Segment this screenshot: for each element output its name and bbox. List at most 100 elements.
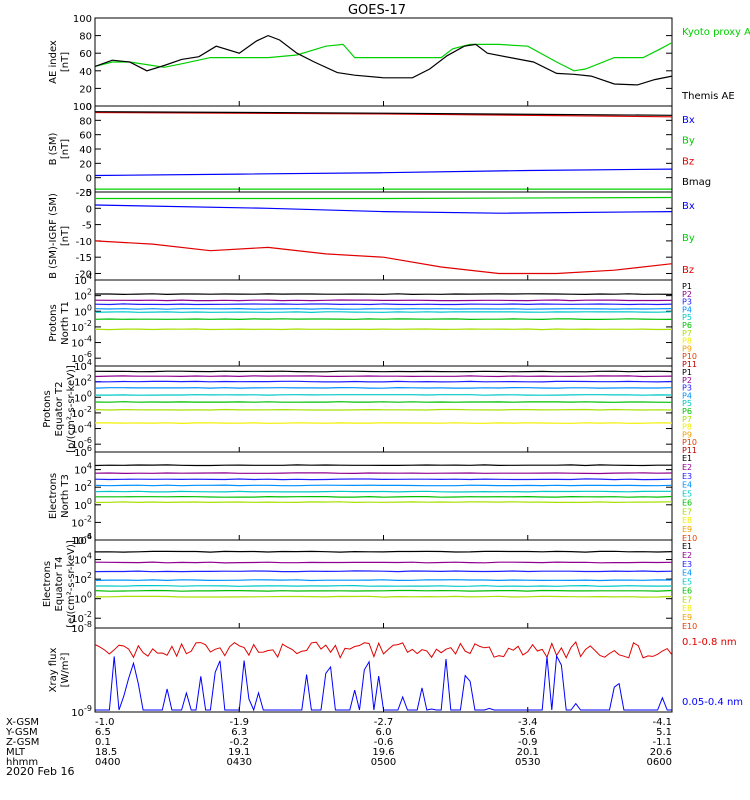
y-tick-label: 20 bbox=[79, 84, 92, 95]
flux-channel-line bbox=[94, 328, 673, 331]
y-tick-label: 60 bbox=[79, 49, 92, 60]
y-tick-label: 10-2 bbox=[71, 514, 92, 529]
y-tick-label: 100 bbox=[74, 497, 92, 512]
x-tick-label: -3.4 bbox=[518, 717, 538, 728]
y-tick-label: -10 bbox=[76, 237, 92, 248]
flux-channel-line bbox=[95, 495, 673, 498]
x-tick-label: 20.1 bbox=[517, 747, 539, 758]
flux-channel-line bbox=[94, 478, 673, 481]
legend-entry: P1 bbox=[682, 282, 692, 291]
y-axis-label: Xray flux[W/m²] bbox=[48, 648, 71, 693]
y-tick-label: 102 bbox=[74, 479, 92, 494]
legend-entry: E2 bbox=[682, 463, 692, 472]
y-axis-label: B (SM)[nT] bbox=[48, 132, 71, 165]
legend-entry: E9 bbox=[682, 525, 692, 534]
legend-entry: E1 bbox=[682, 454, 692, 463]
legend-entry: E3 bbox=[682, 560, 692, 569]
y-tick-label: 100 bbox=[74, 303, 92, 318]
y-tick-label: 104 bbox=[74, 462, 92, 477]
flux-channel-line bbox=[94, 501, 673, 504]
legend-entry: E4 bbox=[682, 569, 692, 578]
flux-channel-line bbox=[95, 293, 673, 296]
x-tick-label: 6.5 bbox=[95, 727, 111, 738]
legend-entry: P3 bbox=[682, 384, 692, 393]
x-tick-label: -4.1 bbox=[652, 717, 672, 728]
panel-3: B (SM)-IGRF (SM)[nT] 5 0 -5 -10 -15 -20 Bx By Bz bbox=[48, 188, 695, 281]
y-axis-label: ProtonsEquator T2[p/(cm²-s-sr-keV)] bbox=[42, 365, 77, 453]
legend-entry: Bx bbox=[682, 201, 695, 212]
x-tick-label: -1.0 bbox=[95, 717, 115, 728]
legend-entry: By bbox=[682, 136, 695, 147]
x-tick-label: 6.3 bbox=[231, 727, 247, 738]
x-tick-label: 0430 bbox=[227, 757, 252, 768]
legend-entry: Themis AE bbox=[681, 91, 735, 102]
flux-channel-line bbox=[94, 375, 673, 378]
y-tick-label: 40 bbox=[79, 67, 92, 78]
x-row-label: Z-GSM bbox=[6, 737, 39, 748]
legend-entry: P9 bbox=[682, 430, 692, 439]
legend-entry: P5 bbox=[682, 313, 692, 322]
panel-8: Xray flux[W/m²]10-810-90.1-0.8 nm0.05-0.… bbox=[48, 620, 743, 719]
series-line bbox=[94, 111, 673, 116]
flux-channel-line bbox=[94, 299, 673, 302]
y-axis-label: ElectronsNorth T3 bbox=[48, 473, 71, 519]
y-tick-label: -20 bbox=[76, 269, 92, 280]
panel-5: ProtonsEquator T2[p/(cm²-s-sr-keV)]10410… bbox=[42, 358, 697, 455]
legend-entry: E8 bbox=[682, 516, 692, 525]
y-tick-label: 100 bbox=[73, 14, 92, 25]
panel-6: ElectronsNorth T310610410210010-210-4E1E… bbox=[48, 444, 697, 547]
legend-entry: P9 bbox=[682, 344, 692, 353]
series-line bbox=[94, 204, 673, 214]
panel-frame bbox=[94, 105, 673, 193]
legend-entry: E2 bbox=[682, 551, 692, 560]
legend-entry: P4 bbox=[682, 305, 692, 314]
x-row-label: X-GSM bbox=[6, 717, 39, 728]
x-tick-label: 19.6 bbox=[372, 747, 394, 758]
legend-entry: 0.1-0.8 nm bbox=[682, 637, 737, 648]
flux-channel-line bbox=[94, 579, 673, 582]
x-tick-label: 5.6 bbox=[520, 727, 536, 738]
x-tick-label: -0.6 bbox=[374, 737, 394, 748]
legend-entry: E10 bbox=[682, 622, 697, 631]
series-line bbox=[94, 42, 673, 72]
legend-entry: E7 bbox=[682, 595, 692, 604]
legend-entry: 0.05-0.4 nm bbox=[682, 697, 743, 708]
legend-entry: Bz bbox=[682, 156, 694, 167]
x-tick-label: -2.7 bbox=[374, 717, 394, 728]
flux-channel-line bbox=[94, 595, 673, 598]
y-tick-label: 100 bbox=[73, 102, 92, 113]
legend-entry: E6 bbox=[682, 586, 692, 595]
legend-entry: E6 bbox=[682, 498, 692, 507]
legend-entry: E5 bbox=[682, 578, 692, 587]
y-axis-label: B (SM)-IGRF (SM)[nT] bbox=[48, 193, 71, 279]
y-axis-label: AE index[nT] bbox=[48, 40, 71, 84]
flux-channel-line bbox=[94, 318, 673, 321]
flux-channel-line bbox=[94, 490, 672, 493]
x-tick-label: 0530 bbox=[515, 757, 540, 768]
legend-entry: P6 bbox=[682, 321, 692, 330]
legend-entry: E3 bbox=[682, 472, 692, 481]
y-tick-label: 20 bbox=[79, 159, 92, 170]
flux-channel-line bbox=[94, 386, 673, 389]
x-tick-label: -0.2 bbox=[229, 737, 249, 748]
legend-entry: P6 bbox=[682, 407, 692, 416]
flux-channel-line bbox=[95, 422, 673, 425]
legend-entry: P8 bbox=[682, 337, 692, 346]
y-tick-label: -20 bbox=[76, 188, 92, 199]
legend-entry: E7 bbox=[682, 507, 692, 516]
y-tick-label: -15 bbox=[76, 253, 92, 264]
x-tick-label: -1.1 bbox=[652, 737, 672, 748]
flux-channel-line bbox=[94, 307, 673, 310]
y-tick-label: 0 bbox=[86, 102, 92, 113]
flux-channel-line bbox=[94, 464, 672, 467]
y-tick-label: 80 bbox=[79, 32, 92, 43]
panel-frame bbox=[94, 191, 673, 281]
x-tick-label: -1.9 bbox=[229, 717, 249, 728]
legend-entry: E1 bbox=[682, 542, 692, 551]
flux-channel-line bbox=[94, 380, 673, 383]
panel-4: ProtonsNorth T110410210010-210-410-6P1P2… bbox=[48, 272, 697, 369]
series-line bbox=[94, 111, 673, 118]
legend-entry: P7 bbox=[682, 329, 692, 338]
panel-frame bbox=[94, 539, 673, 629]
legend-entry: P2 bbox=[682, 290, 692, 299]
